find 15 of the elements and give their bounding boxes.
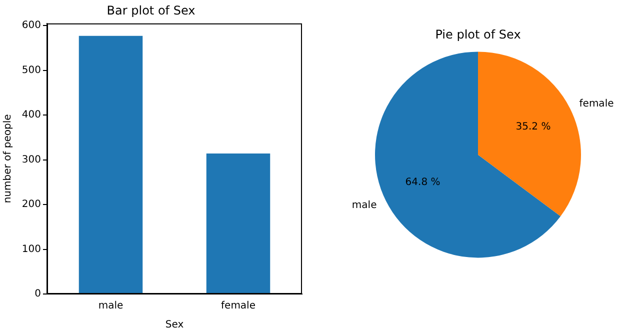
y-tick-label: 0 <box>34 288 41 300</box>
data-label: 64.8 % <box>405 177 440 188</box>
chart-title: Pie plot of Sex <box>435 27 521 42</box>
y-tick-label: 600 <box>22 20 41 32</box>
slice-label: male <box>352 200 377 212</box>
data-label: 35.2 % <box>516 122 551 133</box>
y-tick-label: 100 <box>22 244 41 255</box>
slice-label: female <box>579 98 614 110</box>
y-tick-label: 300 <box>22 154 41 166</box>
y-tick-label: 200 <box>22 199 41 210</box>
y-tick-label: 500 <box>22 64 41 76</box>
y-tick-label: 400 <box>22 110 41 121</box>
y-axis-title: number of people <box>2 114 14 204</box>
x-axis-title: Sex <box>165 320 184 331</box>
chart-title: Bar plot of Sex <box>106 3 196 18</box>
